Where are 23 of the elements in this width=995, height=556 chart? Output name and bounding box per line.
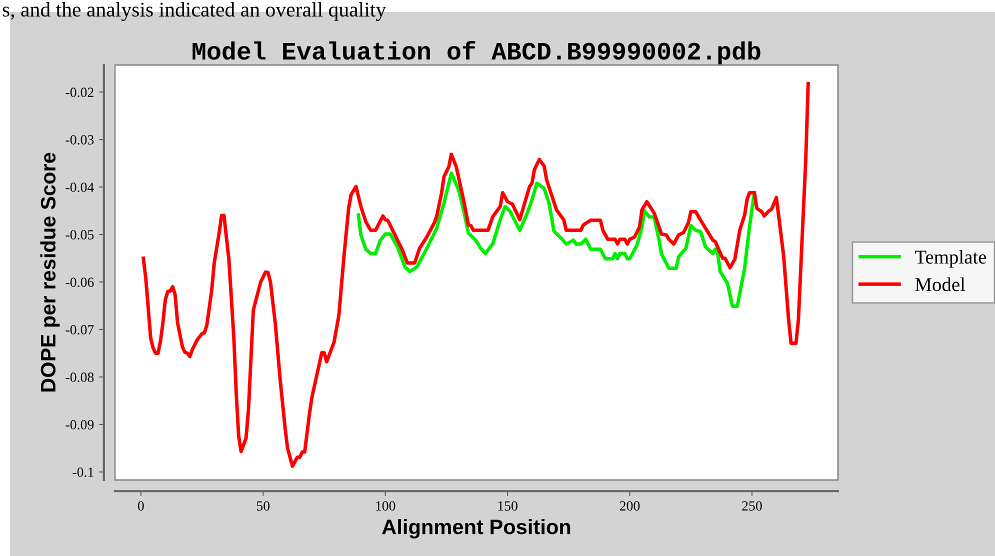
text: s, and the analysis indicated an overall quality (2, 2, 386, 21)
y-tick-label: -0.05 (66, 230, 94, 240)
x-axis-title: Alignment Position (382, 518, 570, 538)
y-tick-label: -0.08 (66, 372, 94, 382)
y-tick-label: -0.1 (72, 468, 94, 477)
line-series (142, 82, 810, 468)
legend-label: Template (915, 250, 986, 268)
x-tick-label: 250 (742, 501, 762, 511)
y-tick-label: -0.07 (66, 325, 94, 334)
y-tick-label: -0.02 (66, 88, 94, 98)
x-tick-label: 50 (256, 501, 270, 511)
y-axis-title: DOPE per residue Score (40, 152, 60, 392)
y-tick-label: -0.06 (66, 278, 94, 288)
y-tick-label: -0.03 (66, 135, 94, 145)
line-series (356, 172, 756, 308)
y-tick-label: -0.09 (66, 420, 94, 430)
chart-title: Model Evaluation of ABCD.B99990002.pdb (192, 40, 760, 65)
x-tick-label: 150 (498, 501, 518, 511)
x-tick-label: 100 (376, 501, 396, 511)
y-tick-label: -0.04 (66, 182, 94, 192)
legend-label: Model (915, 277, 966, 292)
x-tick-label: 0 (138, 501, 144, 511)
x-tick-label: 200 (620, 501, 640, 511)
